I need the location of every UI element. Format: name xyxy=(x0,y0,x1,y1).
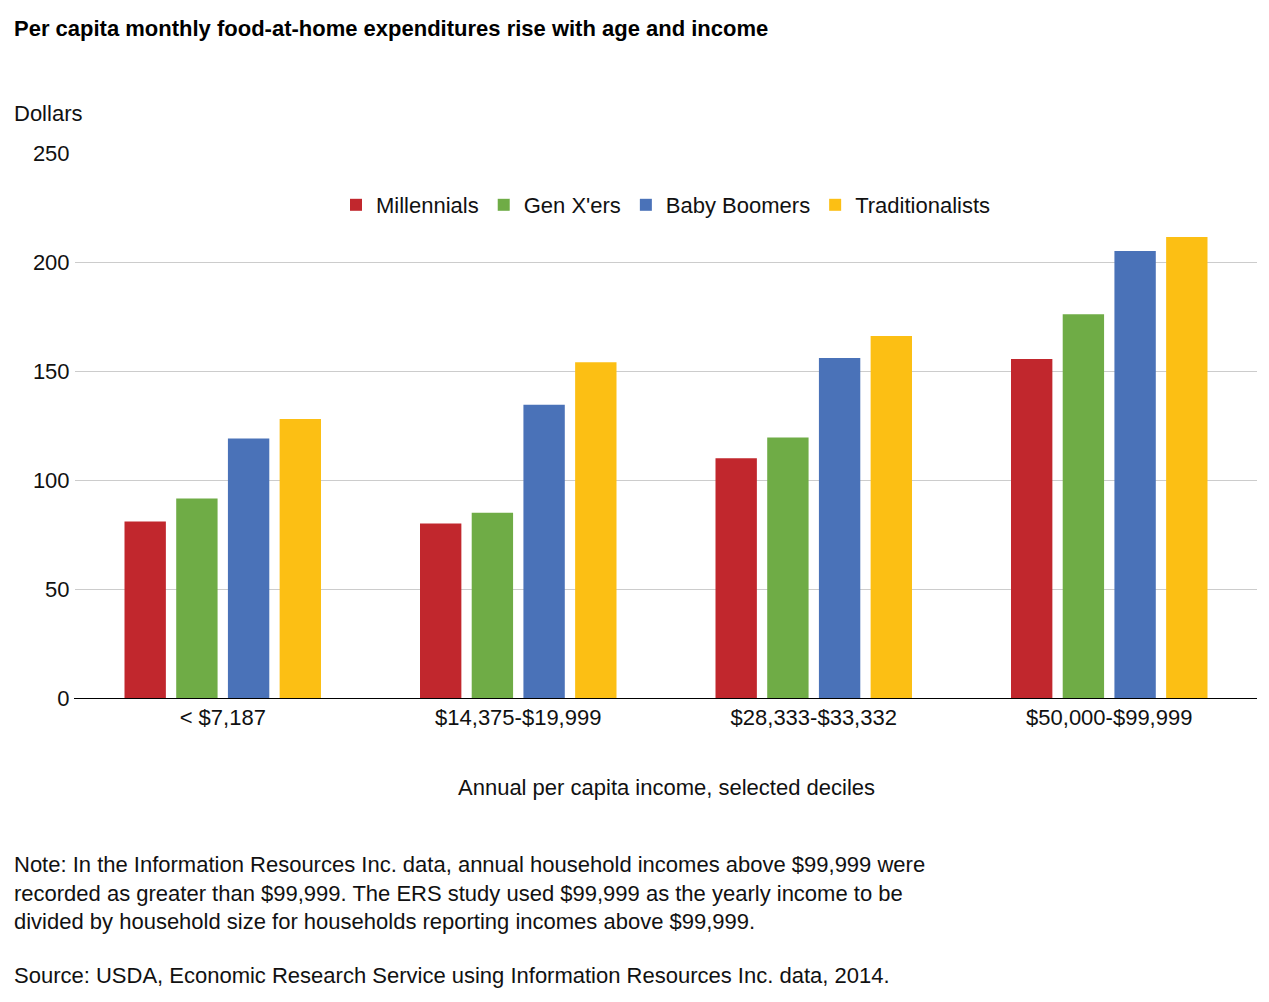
svg-text:Per capita monthly food-at-hom: Per capita monthly food-at-home expendit… xyxy=(14,16,768,41)
svg-text:Baby Boomers: Baby Boomers xyxy=(666,193,810,218)
svg-text:Note: In the Information Resou: Note: In the Information Resources Inc. … xyxy=(14,852,925,934)
svg-text:Annual per capita income, sele: Annual per capita income, selected decil… xyxy=(458,775,875,800)
svg-text:Dollars: Dollars xyxy=(14,101,82,126)
svg-text:100: 100 xyxy=(33,468,70,493)
svg-text:$50,000-$99,999: $50,000-$99,999 xyxy=(1026,705,1192,730)
svg-text:50: 50 xyxy=(45,577,69,602)
svg-text:Traditionalists: Traditionalists xyxy=(855,193,990,218)
svg-text:Gen X'ers: Gen X'ers xyxy=(524,193,621,218)
svg-text:250: 250 xyxy=(33,141,70,166)
svg-text:< $7,187: < $7,187 xyxy=(180,705,266,730)
svg-text:Millennials: Millennials xyxy=(376,193,479,218)
svg-text:0: 0 xyxy=(57,686,69,711)
svg-text:$28,333-$33,332: $28,333-$33,332 xyxy=(731,705,897,730)
svg-text:$14,375-$19,999: $14,375-$19,999 xyxy=(435,705,601,730)
svg-text:200: 200 xyxy=(33,250,70,275)
svg-text:150: 150 xyxy=(33,359,70,384)
svg-text:Source: USDA, Economic Researc: Source: USDA, Economic Research Service … xyxy=(14,963,890,988)
